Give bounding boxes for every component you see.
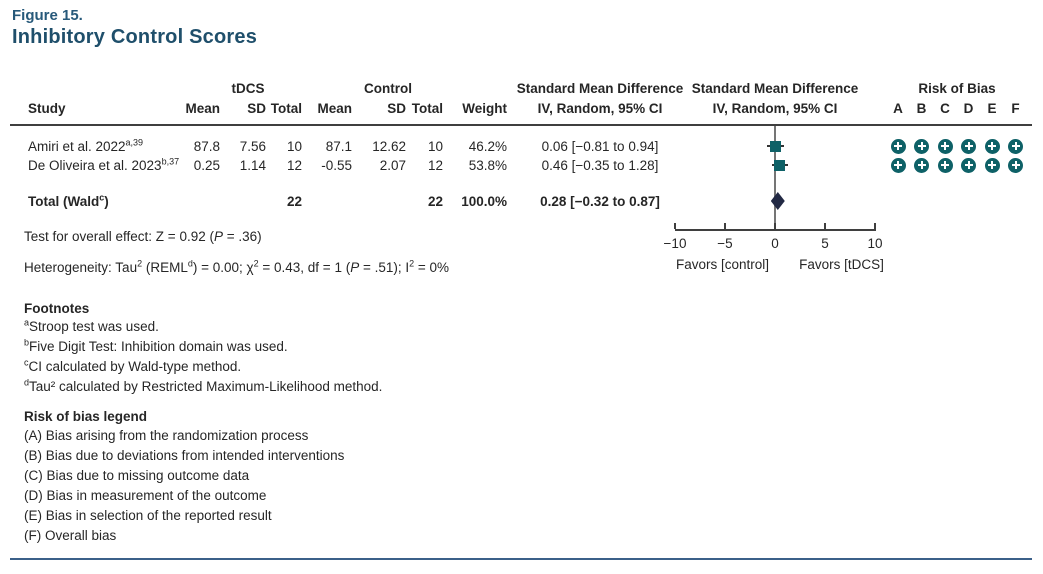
rob-plus-icon bbox=[890, 138, 906, 154]
axis-tick bbox=[774, 223, 776, 229]
favors-right-label: Favors [tDCS] bbox=[799, 257, 884, 272]
group-header-smd-text: Standard Mean Difference bbox=[516, 81, 684, 96]
control-total-value: 12 bbox=[427, 158, 443, 173]
study-name: Amiri et al. 2022a,39 bbox=[28, 137, 144, 154]
rob-plus-icon bbox=[961, 157, 976, 173]
x-axis-line bbox=[675, 229, 876, 231]
column-header-tdcs-sd: SD bbox=[247, 101, 266, 116]
group-header-risk-of-bias: Risk of Bias bbox=[918, 81, 996, 96]
rob-plus-icon bbox=[914, 138, 929, 154]
column-header-control-total: Total bbox=[411, 101, 443, 116]
column-header-control-sd: SD bbox=[387, 101, 406, 116]
group-header-smd-plot: Standard Mean Difference bbox=[691, 81, 859, 96]
rob-plus-icon bbox=[1008, 138, 1023, 154]
rob-legend-item-f: (F) Overall bias bbox=[24, 528, 117, 543]
summary-diamond-marker bbox=[770, 192, 785, 210]
rob-plus-icon bbox=[961, 138, 976, 154]
column-header-rob-b: B bbox=[916, 101, 927, 116]
axis-tick-label: −5 bbox=[717, 236, 733, 251]
rob-plus-icon bbox=[1008, 157, 1023, 173]
axis-tick bbox=[874, 223, 876, 229]
axis-tick-label: 10 bbox=[867, 236, 883, 251]
forest-square-marker bbox=[774, 159, 786, 171]
rob-plus-icon bbox=[914, 157, 929, 173]
zero-effect-line bbox=[774, 126, 776, 229]
total-smd-ci: 0.28 [−0.32 to 0.87] bbox=[540, 194, 660, 209]
group-header-control: Control bbox=[364, 81, 412, 96]
axis-tick bbox=[824, 223, 826, 229]
total-control-n: 22 bbox=[427, 194, 443, 209]
study-name: De Oliveira et al. 2023b,37 bbox=[28, 156, 180, 173]
tdcs-mean-value: 87.8 bbox=[193, 139, 220, 154]
study-superscript: b,37 bbox=[161, 156, 180, 167]
rob-plus-icon bbox=[984, 157, 1000, 173]
footnote-c: cCI calculated by Wald-type method. bbox=[24, 357, 242, 374]
tdcs-sd-value: 7.56 bbox=[239, 139, 266, 154]
tdcs-mean-value: 0.25 bbox=[193, 158, 220, 173]
control-mean-value: -0.55 bbox=[321, 158, 352, 173]
rob-legend-item-e: (E) Bias in selection of the reported re… bbox=[24, 508, 272, 523]
group-header-tdcs: tDCS bbox=[231, 81, 265, 96]
column-header-rob-d: D bbox=[963, 101, 974, 116]
total-tdcs-n: 22 bbox=[286, 194, 302, 209]
axis-tick bbox=[724, 223, 726, 229]
bottom-rule bbox=[10, 558, 1032, 560]
header-rule bbox=[10, 124, 1032, 126]
weight-value: 53.8% bbox=[468, 158, 507, 173]
figure-label: Figure 15. bbox=[12, 7, 83, 24]
smd-ci-value: 0.46 [−0.35 to 1.28] bbox=[541, 158, 659, 173]
axis-tick-label: 0 bbox=[771, 236, 779, 251]
rob-plus-icon bbox=[937, 138, 953, 154]
rob-legend-item-d: (D) Bias in measurement of the outcome bbox=[24, 488, 267, 503]
footnote-d: dTau² calculated by Restricted Maximum-L… bbox=[24, 377, 383, 394]
study-superscript: a,39 bbox=[125, 137, 144, 148]
column-header-control-mean: Mean bbox=[317, 101, 352, 116]
tdcs-sd-value: 1.14 bbox=[239, 158, 266, 173]
overall-effect-test: Test for overall effect: Z = 0.92 (P = .… bbox=[24, 229, 262, 244]
footnotes-title: Footnotes bbox=[24, 301, 90, 316]
rob-plus-icon bbox=[937, 157, 953, 173]
rob-legend-title: Risk of bias legend bbox=[24, 409, 148, 424]
total-label: Total (Waldc) bbox=[28, 192, 109, 209]
weight-value: 46.2% bbox=[468, 139, 507, 154]
smd-ci-value: 0.06 [−0.81 to 0.94] bbox=[541, 139, 659, 154]
axis-tick-label: 5 bbox=[821, 236, 829, 251]
rob-legend-item-c: (C) Bias due to missing outcome data bbox=[24, 468, 250, 483]
forest-square-marker bbox=[770, 140, 782, 152]
rob-plus-icon bbox=[890, 157, 906, 173]
total-weight: 100.0% bbox=[461, 194, 507, 209]
total-superscript: c bbox=[99, 192, 105, 203]
rob-plus-icon bbox=[984, 138, 1000, 154]
column-header-tdcs-total: Total bbox=[270, 101, 302, 116]
figure-title: Inhibitory Control Scores bbox=[12, 26, 258, 48]
control-sd-value: 2.07 bbox=[379, 158, 406, 173]
favors-left-label: Favors [control] bbox=[675, 257, 770, 272]
heterogeneity-stats: Heterogeneity: Tau2 (REMLd) = 0.00; χ2 =… bbox=[24, 258, 450, 275]
axis-tick-label: −10 bbox=[663, 236, 687, 251]
control-sd-value: 12.62 bbox=[372, 139, 406, 154]
column-header-rob-a: A bbox=[893, 101, 903, 116]
column-header-weight: Weight bbox=[462, 101, 507, 116]
tdcs-total-value: 12 bbox=[286, 158, 302, 173]
column-header-iv-random-text: IV, Random, 95% CI bbox=[537, 101, 663, 116]
column-header-rob-e: E bbox=[987, 101, 997, 116]
footnote-a: aStroop test was used. bbox=[24, 317, 159, 334]
column-header-tdcs-mean: Mean bbox=[185, 101, 220, 116]
column-header-rob-c: C bbox=[940, 101, 950, 116]
axis-tick bbox=[674, 223, 676, 229]
column-header-rob-f: F bbox=[1011, 101, 1020, 116]
rob-legend-item-a: (A) Bias arising from the randomization … bbox=[24, 428, 309, 443]
control-mean-value: 87.1 bbox=[325, 139, 352, 154]
tdcs-total-value: 10 bbox=[286, 139, 302, 154]
column-header-study: Study bbox=[28, 101, 66, 116]
control-total-value: 10 bbox=[427, 139, 443, 154]
footnote-b: bFive Digit Test: Inhibition domain was … bbox=[24, 337, 288, 354]
column-header-iv-random-plot: IV, Random, 95% CI bbox=[712, 101, 838, 116]
rob-legend-item-b: (B) Bias due to deviations from intended… bbox=[24, 448, 345, 463]
